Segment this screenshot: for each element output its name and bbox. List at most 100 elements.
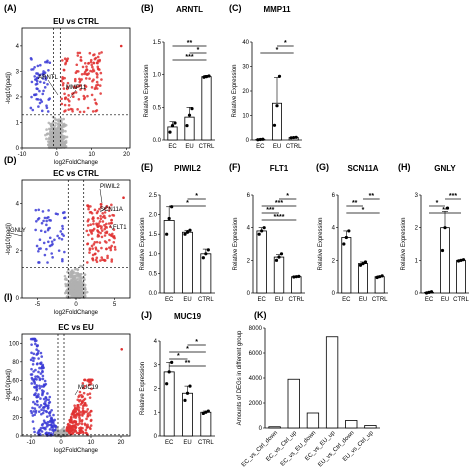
volcano-point bbox=[53, 418, 56, 422]
volcano-point bbox=[50, 240, 54, 243]
volcano-point bbox=[64, 277, 68, 280]
volcano-point bbox=[86, 408, 90, 411]
y-axis-label: -log10(padj) bbox=[6, 369, 12, 401]
volcano-point bbox=[96, 229, 99, 232]
volcano-point bbox=[46, 261, 49, 264]
volcano-point bbox=[42, 385, 45, 388]
y-tick-label: 60 bbox=[12, 378, 19, 384]
volcano-point bbox=[90, 378, 94, 382]
volcano-point bbox=[41, 377, 45, 381]
volcano-point bbox=[96, 73, 99, 76]
volcano-point bbox=[73, 86, 77, 90]
significance-stars: * bbox=[362, 207, 365, 214]
significance-stars: ** bbox=[442, 207, 448, 214]
x-tick-label: EU bbox=[273, 144, 281, 150]
volcano-point bbox=[59, 230, 63, 233]
volcano-point bbox=[35, 378, 38, 381]
volcano-point bbox=[92, 217, 95, 220]
volcano-point bbox=[78, 84, 82, 87]
y-tick-label: 0.0 bbox=[149, 291, 158, 297]
volcano-point bbox=[43, 230, 47, 234]
x-tick-label: EU bbox=[183, 297, 191, 303]
volcano-point bbox=[46, 420, 50, 424]
volcano-point bbox=[92, 68, 95, 71]
x-tick-label: EU bbox=[183, 440, 191, 446]
volcano-point bbox=[80, 393, 83, 397]
volcano-point bbox=[100, 235, 104, 239]
volcano-point bbox=[70, 417, 73, 421]
significance-stars: * bbox=[286, 193, 289, 200]
volcano-point bbox=[106, 254, 109, 258]
y-tick-label: 1 bbox=[415, 258, 419, 264]
y-tick-label: 4 bbox=[332, 226, 336, 232]
volcano-point bbox=[99, 92, 102, 95]
panel-label-10: (K) bbox=[254, 310, 267, 320]
volcano-point bbox=[109, 248, 113, 252]
volcano-point bbox=[61, 259, 64, 263]
volcano-point bbox=[89, 424, 93, 427]
volcano-point bbox=[85, 65, 88, 68]
volcano-point bbox=[104, 231, 107, 234]
volcano-point bbox=[44, 382, 48, 386]
volcano-point bbox=[99, 71, 103, 75]
volcano-point bbox=[80, 420, 84, 423]
volcano-point bbox=[32, 93, 36, 97]
volcano-point bbox=[86, 106, 90, 110]
significance-stars: * bbox=[195, 339, 198, 346]
y-tick-label: 1 bbox=[154, 410, 158, 416]
data-point bbox=[380, 274, 384, 278]
volcano-point bbox=[70, 420, 73, 424]
volcano-point bbox=[68, 426, 72, 430]
volcano-point bbox=[95, 256, 99, 260]
volcano-point bbox=[48, 145, 52, 149]
volcano-point bbox=[45, 223, 48, 227]
volcano-point bbox=[63, 211, 66, 214]
x-axis-label: log2FoldChange bbox=[54, 310, 99, 316]
volcano-point bbox=[73, 79, 77, 83]
data-point bbox=[378, 275, 382, 279]
volcano-point bbox=[88, 392, 92, 396]
volcano-point bbox=[88, 77, 91, 80]
volcano-point bbox=[32, 379, 36, 383]
volcano-point bbox=[77, 431, 81, 435]
volcano-point bbox=[34, 228, 37, 232]
volcano-point bbox=[92, 53, 95, 57]
volcano-point bbox=[33, 337, 37, 341]
volcano-point bbox=[112, 240, 116, 244]
volcano-point bbox=[81, 413, 84, 416]
volcano-point bbox=[54, 144, 58, 147]
chart-title-8: EC vs EU bbox=[58, 323, 94, 332]
volcano-point bbox=[90, 86, 94, 89]
data-point bbox=[289, 136, 293, 140]
volcano-point bbox=[74, 275, 77, 278]
volcano-point bbox=[29, 409, 33, 413]
data-point bbox=[207, 74, 211, 78]
volcano-point bbox=[34, 342, 37, 346]
data-point bbox=[204, 252, 208, 256]
volcano-point bbox=[90, 232, 94, 235]
volcano-point bbox=[64, 129, 67, 133]
volcano-point bbox=[36, 72, 39, 75]
volcano-point bbox=[71, 431, 74, 435]
volcano-point bbox=[79, 58, 82, 62]
x-tick-label: EU bbox=[185, 144, 193, 150]
volcano-point bbox=[70, 294, 74, 298]
bar-EU bbox=[182, 231, 193, 294]
volcano-point bbox=[46, 228, 50, 232]
volcano-point bbox=[37, 208, 41, 212]
volcano-point bbox=[72, 415, 76, 419]
significance-stars: * bbox=[284, 40, 287, 47]
volcano-point bbox=[89, 382, 93, 386]
volcano-point bbox=[100, 229, 104, 232]
volcano-point bbox=[50, 243, 53, 247]
data-point bbox=[185, 124, 189, 128]
volcano-point bbox=[108, 206, 111, 210]
volcano-point bbox=[36, 218, 40, 221]
panel-label-4: (E) bbox=[141, 162, 153, 172]
volcano-point bbox=[51, 256, 54, 259]
chart-title-9: MUC19 bbox=[174, 312, 202, 321]
y-tick-label: 80 bbox=[12, 360, 19, 366]
volcano-point bbox=[99, 259, 102, 262]
panel-label-2: (C) bbox=[229, 3, 242, 13]
data-point bbox=[272, 123, 277, 127]
